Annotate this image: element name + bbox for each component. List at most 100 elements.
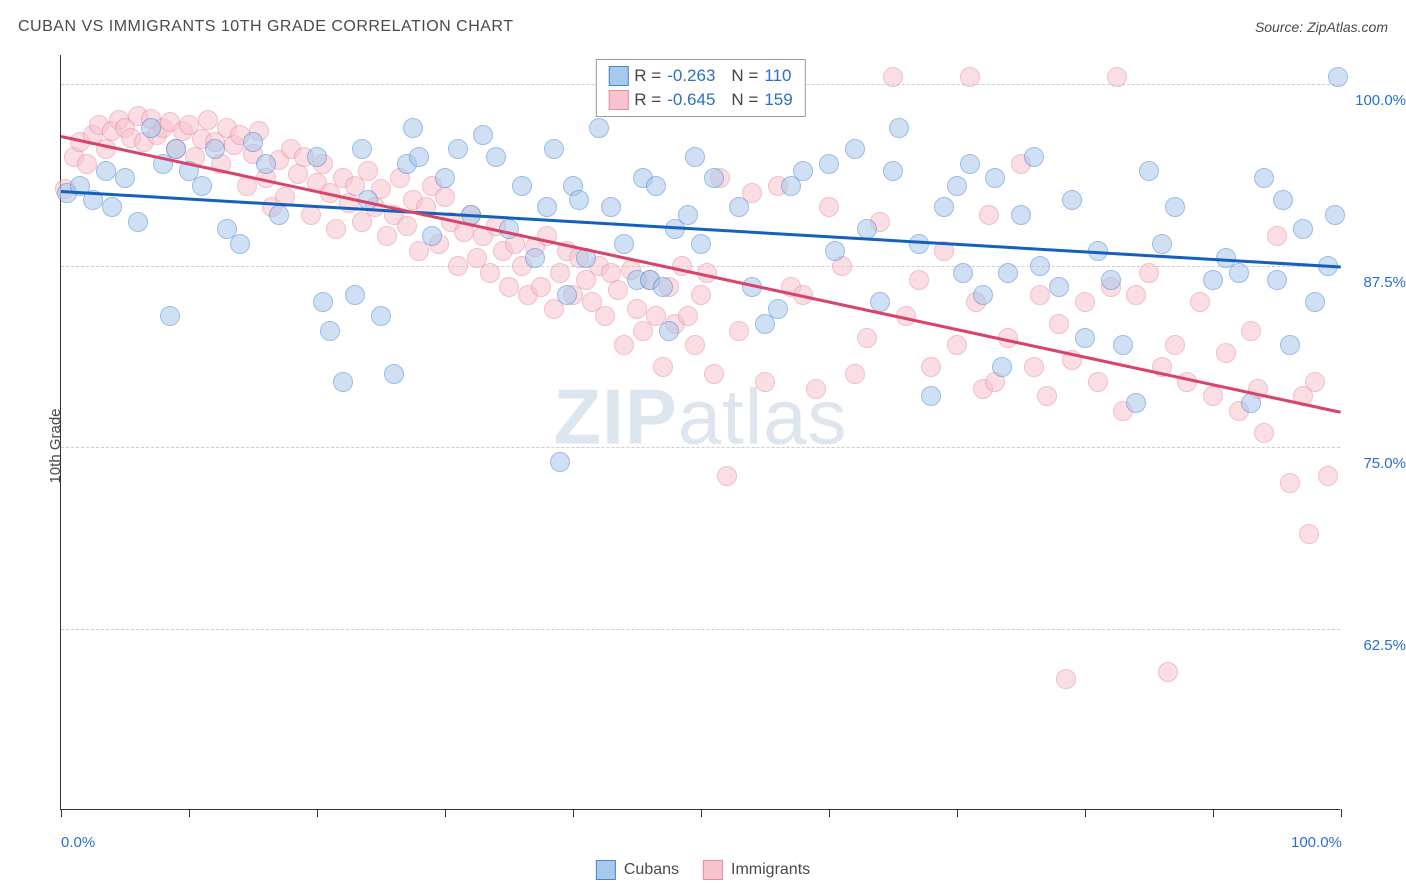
data-point bbox=[1293, 219, 1313, 239]
data-point bbox=[1030, 256, 1050, 276]
y-tick-label: 75.0% bbox=[1363, 455, 1406, 472]
watermark: ZIPatlas bbox=[553, 371, 847, 462]
data-point bbox=[333, 372, 353, 392]
data-point bbox=[1241, 393, 1261, 413]
data-point bbox=[448, 256, 468, 276]
data-point bbox=[1126, 285, 1146, 305]
data-point bbox=[691, 285, 711, 305]
x-tick bbox=[317, 809, 318, 817]
data-point bbox=[1241, 321, 1261, 341]
data-point bbox=[313, 292, 333, 312]
data-point bbox=[979, 205, 999, 225]
data-point bbox=[166, 139, 186, 159]
data-point bbox=[1049, 277, 1069, 297]
data-point bbox=[1049, 314, 1069, 334]
y-tick-label: 62.5% bbox=[1363, 637, 1406, 654]
data-point bbox=[921, 386, 941, 406]
data-point bbox=[397, 216, 417, 236]
data-point bbox=[678, 306, 698, 326]
data-point bbox=[422, 226, 442, 246]
data-point bbox=[499, 277, 519, 297]
x-tick bbox=[701, 809, 702, 817]
stats-R-value: -0.645 bbox=[667, 90, 715, 110]
data-point bbox=[569, 190, 589, 210]
data-point bbox=[1062, 190, 1082, 210]
source-text: Source: ZipAtlas.com bbox=[1255, 19, 1388, 35]
data-point bbox=[550, 452, 570, 472]
data-point bbox=[525, 248, 545, 268]
data-point bbox=[921, 357, 941, 377]
stats-legend: R = -0.263N = 110R = -0.645 N = 159 bbox=[595, 59, 805, 117]
data-point bbox=[1075, 292, 1095, 312]
bottom-legend: Cubans Immigrants bbox=[596, 860, 810, 880]
data-point bbox=[1254, 168, 1274, 188]
data-point bbox=[1165, 197, 1185, 217]
data-point bbox=[230, 234, 250, 254]
data-point bbox=[1107, 67, 1127, 87]
data-point bbox=[704, 168, 724, 188]
stats-row: R = -0.263N = 110 bbox=[608, 64, 792, 88]
data-point bbox=[947, 335, 967, 355]
data-point bbox=[755, 372, 775, 392]
legend-swatch-cubans bbox=[596, 860, 616, 880]
data-point bbox=[1024, 147, 1044, 167]
stats-N-value: 159 bbox=[764, 90, 792, 110]
y-tick-label: 87.5% bbox=[1363, 274, 1406, 291]
stats-N-value: 110 bbox=[764, 66, 791, 86]
data-point bbox=[537, 197, 557, 217]
x-tick bbox=[957, 809, 958, 817]
data-point bbox=[1101, 270, 1121, 290]
data-point bbox=[595, 306, 615, 326]
stats-R-label: R = bbox=[634, 90, 661, 110]
data-point bbox=[1328, 67, 1348, 87]
data-point bbox=[1056, 669, 1076, 689]
data-point bbox=[403, 118, 423, 138]
stats-N-label: N = bbox=[731, 66, 758, 86]
x-tick-label: 0.0% bbox=[61, 834, 95, 851]
data-point bbox=[589, 118, 609, 138]
data-point bbox=[992, 357, 1012, 377]
data-point bbox=[685, 147, 705, 167]
data-point bbox=[653, 357, 673, 377]
data-point bbox=[531, 277, 551, 297]
data-point bbox=[614, 234, 634, 254]
data-point bbox=[1139, 161, 1159, 181]
data-point bbox=[1190, 292, 1210, 312]
data-point bbox=[1325, 205, 1345, 225]
stats-N-label: N = bbox=[731, 90, 758, 110]
data-point bbox=[729, 321, 749, 341]
data-point bbox=[768, 299, 788, 319]
data-point bbox=[1152, 234, 1172, 254]
data-point bbox=[1273, 190, 1293, 210]
data-point bbox=[1165, 335, 1185, 355]
data-point bbox=[646, 176, 666, 196]
data-point bbox=[1113, 335, 1133, 355]
data-point bbox=[371, 306, 391, 326]
data-point bbox=[1126, 393, 1146, 413]
data-point bbox=[256, 154, 276, 174]
x-tick bbox=[445, 809, 446, 817]
data-point bbox=[998, 263, 1018, 283]
data-point bbox=[1267, 270, 1287, 290]
data-point bbox=[1318, 466, 1338, 486]
plot-area: ZIPatlas 62.5%75.0%87.5%100.0%0.0%100.0%… bbox=[60, 55, 1340, 810]
data-point bbox=[1299, 524, 1319, 544]
data-point bbox=[1037, 386, 1057, 406]
data-point bbox=[793, 161, 813, 181]
data-point bbox=[1158, 662, 1178, 682]
data-point bbox=[1203, 386, 1223, 406]
legend-label-immigrants: Immigrants bbox=[731, 861, 810, 879]
data-point bbox=[1267, 226, 1287, 246]
x-tick bbox=[1213, 809, 1214, 817]
stats-R-label: R = bbox=[634, 66, 661, 86]
data-point bbox=[1280, 335, 1300, 355]
data-point bbox=[269, 205, 289, 225]
data-point bbox=[857, 328, 877, 348]
data-point bbox=[301, 205, 321, 225]
data-point bbox=[845, 139, 865, 159]
data-point bbox=[806, 379, 826, 399]
gridline-h bbox=[61, 629, 1340, 630]
data-point bbox=[819, 154, 839, 174]
data-point bbox=[909, 234, 929, 254]
data-point bbox=[960, 154, 980, 174]
